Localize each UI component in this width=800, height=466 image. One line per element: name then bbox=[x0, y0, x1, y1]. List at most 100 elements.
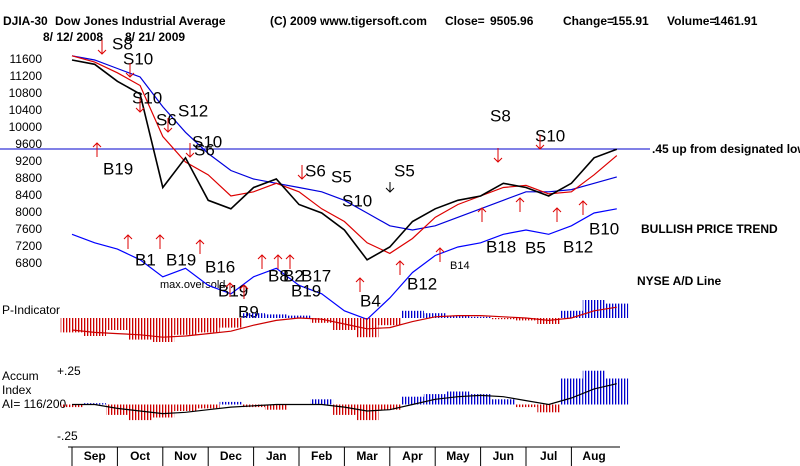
bar bbox=[355, 404, 379, 421]
signal-arrow bbox=[257, 254, 267, 269]
signal-arrow bbox=[578, 200, 588, 215]
series-line bbox=[71, 59, 618, 261]
panel-title: P-Indicator bbox=[2, 303, 60, 317]
symbol: DJIA-30 bbox=[3, 14, 48, 28]
signal-arrow bbox=[92, 142, 102, 157]
x-tick-label: May bbox=[446, 449, 470, 463]
bar bbox=[378, 318, 402, 326]
change-label: Change= bbox=[563, 14, 614, 28]
bar bbox=[287, 315, 311, 318]
signal-label: B8 bbox=[268, 266, 289, 285]
signal-label: B4 bbox=[360, 291, 381, 310]
signal-arrow bbox=[155, 234, 165, 249]
y-tick-label: 10800 bbox=[9, 86, 43, 100]
signal-label: B16 bbox=[205, 257, 235, 276]
signal-label: S6 bbox=[305, 161, 326, 180]
signal-arrow bbox=[225, 282, 235, 297]
signal-label: B19 bbox=[218, 281, 248, 300]
bar bbox=[264, 314, 288, 318]
copyright: (C) 2009 www.tigersoft.com bbox=[270, 14, 427, 28]
signal-label: B5 bbox=[525, 238, 546, 257]
signal-arrow bbox=[135, 98, 145, 113]
signal-arrow bbox=[123, 234, 133, 249]
x-tick-label: Sep bbox=[84, 449, 106, 463]
bar bbox=[128, 318, 152, 340]
bar bbox=[83, 403, 107, 405]
y-tick-label: 6800 bbox=[15, 256, 42, 270]
signal-arrow bbox=[395, 260, 405, 275]
y-tick-label: -.25 bbox=[57, 429, 78, 443]
bar bbox=[60, 318, 84, 333]
volume-value: 1461.91 bbox=[714, 14, 758, 28]
signal-arrow bbox=[239, 284, 249, 299]
x-tick-label: Apr bbox=[402, 449, 423, 463]
bar bbox=[355, 318, 379, 338]
bar bbox=[106, 318, 129, 330]
y-tick-label: 7200 bbox=[15, 239, 42, 253]
series-line bbox=[71, 208, 617, 320]
bar bbox=[333, 404, 356, 415]
bar bbox=[378, 404, 402, 410]
x-tick-label: Mar bbox=[356, 449, 378, 463]
bar bbox=[151, 404, 175, 418]
volume-label: Volume= bbox=[667, 14, 716, 28]
bar bbox=[491, 318, 515, 320]
bar bbox=[219, 318, 243, 328]
bar bbox=[560, 310, 583, 318]
signal-label: B18 bbox=[486, 237, 516, 256]
signal-arrow bbox=[285, 254, 295, 269]
y-tick-label: 9200 bbox=[15, 154, 42, 168]
series-line bbox=[72, 383, 617, 415]
legend-label: NYSE A/D Line bbox=[637, 274, 722, 288]
x-tick-label: Jun bbox=[493, 449, 514, 463]
signal-label: S10 bbox=[342, 191, 372, 210]
annotation: .45 up from designated low bbox=[652, 142, 800, 156]
bar bbox=[106, 404, 129, 415]
signal-label: B14 bbox=[450, 260, 470, 272]
signal-arrow bbox=[355, 277, 365, 292]
signal-arrow bbox=[385, 182, 395, 193]
bar bbox=[605, 303, 629, 318]
signal-label: S8 bbox=[490, 106, 511, 125]
y-tick-label: 8000 bbox=[15, 205, 42, 219]
bar bbox=[310, 318, 334, 323]
bar bbox=[491, 399, 515, 405]
series-line bbox=[71, 306, 617, 338]
annotation: BULLISH PRICE TREND bbox=[641, 222, 778, 236]
x-tick-label: Dec bbox=[220, 449, 242, 463]
x-tick-label: Jul bbox=[540, 449, 557, 463]
bar bbox=[60, 404, 84, 408]
x-tick-label: Nov bbox=[174, 449, 197, 463]
signal-label: S5 bbox=[394, 161, 415, 180]
bar bbox=[264, 404, 288, 410]
signal-label: S5 bbox=[331, 167, 352, 186]
y-tick-label: 8400 bbox=[15, 188, 42, 202]
y-tick-label: +.25 bbox=[57, 364, 81, 378]
x-tick-label: Oct bbox=[130, 449, 150, 463]
bar bbox=[219, 401, 243, 405]
close-value: 9505.96 bbox=[490, 14, 534, 28]
signal-arrow bbox=[297, 165, 307, 180]
series-line bbox=[71, 55, 618, 255]
end-date: 8/ 21/ 2009 bbox=[125, 30, 185, 44]
signal-arrow bbox=[515, 197, 525, 212]
signal-arrow bbox=[185, 143, 195, 158]
signal-label: B17 bbox=[301, 266, 331, 285]
signal-arrow bbox=[552, 207, 562, 222]
y-tick-label: 10000 bbox=[9, 120, 43, 134]
bar bbox=[174, 318, 197, 335]
signal-arrow bbox=[535, 135, 545, 150]
signal-label: S10 bbox=[132, 88, 162, 107]
x-tick-label: Aug bbox=[582, 449, 605, 463]
y-tick-label: 10400 bbox=[9, 103, 43, 117]
signal-label: S12 bbox=[178, 101, 208, 120]
y-tick-label: 11200 bbox=[10, 69, 43, 83]
bar bbox=[196, 404, 220, 409]
y-tick-label: 7600 bbox=[15, 222, 42, 236]
bar bbox=[446, 315, 470, 318]
bar bbox=[582, 300, 606, 318]
start-date: 8/ 12/ 2008 bbox=[43, 30, 103, 44]
x-tick-label: Jan bbox=[266, 449, 287, 463]
